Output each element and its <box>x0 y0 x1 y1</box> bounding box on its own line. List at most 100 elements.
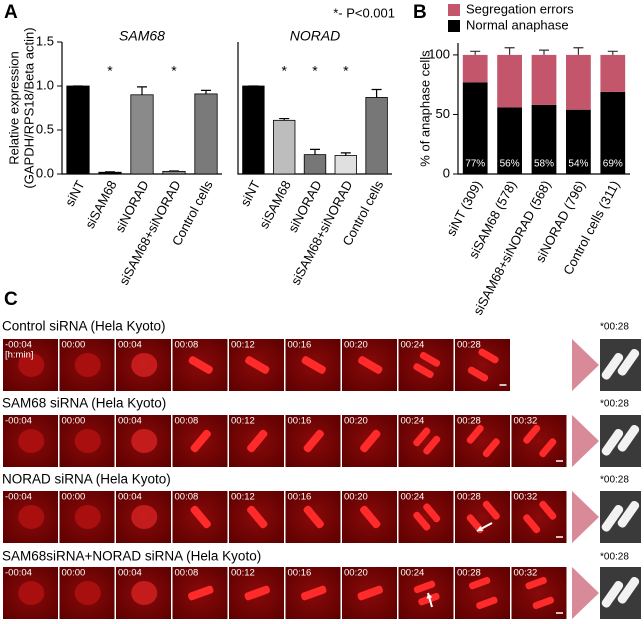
chromosomes <box>301 585 327 601</box>
bar <box>130 94 154 175</box>
chromosomes <box>190 505 211 529</box>
chromosomes <box>360 429 381 453</box>
chromosomes <box>413 580 436 594</box>
chromosomes <box>423 503 441 523</box>
legend-swatch <box>448 4 460 16</box>
error-bar <box>310 148 320 155</box>
nucleus <box>74 429 101 453</box>
zoom-time: *00:28 <box>600 399 629 410</box>
chromosomes <box>525 576 547 590</box>
time-label: 00:20 <box>344 492 368 503</box>
time-label: 00:00 <box>62 416 86 427</box>
time-label: 00:16 <box>288 492 312 503</box>
chromosomes <box>301 356 326 374</box>
bar <box>66 85 90 175</box>
chromosomes <box>423 435 441 455</box>
nucleus <box>131 581 158 605</box>
chromosomes <box>523 514 541 534</box>
row-title: SAM68 siRNA (Hela Kyoto) <box>2 396 166 411</box>
time-label: 00:20 <box>344 568 368 579</box>
time-label: 00:04 <box>118 568 142 579</box>
significance-label: * <box>281 63 287 79</box>
frame <box>455 491 510 543</box>
time-label: -00:04 <box>5 416 32 427</box>
bar-segment <box>462 82 488 174</box>
chromosomes <box>413 511 431 531</box>
frame <box>398 415 454 467</box>
error-bar <box>539 49 549 55</box>
time-label: 00:16 <box>288 340 312 351</box>
time-label: 00:04 <box>118 416 142 427</box>
zoom-time: *00:28 <box>600 552 629 563</box>
bar-segment <box>497 54 522 108</box>
legend-label: Segregation errors <box>466 1 574 16</box>
chromosomes <box>539 438 557 458</box>
significance-label: * <box>312 63 318 79</box>
chromosomes <box>188 585 214 601</box>
zoom-chromosome <box>601 580 624 608</box>
bar-segment <box>462 54 488 83</box>
chromosomes <box>468 576 491 590</box>
time-label: 00:00 <box>62 568 86 579</box>
error-bar <box>607 50 618 55</box>
y-tick-label: 100 <box>428 46 450 61</box>
value-label: 56% <box>500 159 520 170</box>
chart-title: NORAD <box>290 28 341 44</box>
zoom-pointer <box>572 339 599 391</box>
y-tick-label: 0.5 <box>36 121 54 136</box>
time-label: 00:28 <box>457 340 481 351</box>
zoom-chromosome <box>617 500 640 528</box>
frame <box>511 415 567 467</box>
time-unit: [h:min] <box>5 350 34 361</box>
significance-label: * <box>171 63 177 79</box>
time-label: 00:08 <box>175 492 199 503</box>
chromosomes <box>188 356 213 374</box>
nucleus <box>18 429 45 453</box>
y-tick-label: 0.0 <box>36 165 54 180</box>
zoom-chromosome <box>617 576 640 604</box>
frame <box>511 567 567 619</box>
zoom-frame <box>600 567 641 619</box>
time-label: 00:04 <box>118 492 142 503</box>
time-label: 00:28 <box>457 416 481 427</box>
time-label: 00:16 <box>288 416 312 427</box>
legend-label: Normal anaphase <box>466 17 569 32</box>
x-tick-label: siNT <box>62 178 88 209</box>
chromosomes <box>303 505 324 529</box>
bar-segment <box>531 104 557 174</box>
row-title: Control siRNA (Hela Kyoto) <box>2 319 166 334</box>
frame <box>455 415 510 467</box>
chromosomes <box>190 429 211 453</box>
chromosomes <box>413 427 431 447</box>
error-bar <box>573 47 584 55</box>
time-label: 00:12 <box>231 416 255 427</box>
value-label: 58% <box>534 159 554 170</box>
time-label: 00:08 <box>175 568 199 579</box>
time-label: 00:00 <box>62 340 86 351</box>
chromosomes <box>482 438 500 458</box>
value-label: 23% <box>465 38 485 49</box>
nucleus <box>74 581 101 605</box>
bar <box>334 155 357 175</box>
nucleus <box>74 353 101 377</box>
frame <box>455 339 510 391</box>
time-label: 00:24 <box>401 416 425 427</box>
chromosomes <box>413 363 434 379</box>
value-label: 44% <box>500 38 520 49</box>
error-bar <box>201 89 211 94</box>
nucleus <box>18 581 45 605</box>
bar <box>303 154 327 175</box>
error-bar <box>279 117 290 121</box>
zoom-frame <box>600 415 641 467</box>
row-title: NORAD siRNA (Hela Kyoto) <box>2 472 171 487</box>
bar <box>273 119 296 175</box>
chromosomes <box>245 356 270 374</box>
time-label: 00:04 <box>118 340 142 351</box>
nucleus <box>74 505 101 529</box>
time-label: 00:20 <box>344 416 368 427</box>
chromosomes <box>523 424 541 444</box>
panel-label: C <box>4 289 18 310</box>
chromosomes <box>247 505 268 529</box>
value-label: 42% <box>534 38 554 49</box>
